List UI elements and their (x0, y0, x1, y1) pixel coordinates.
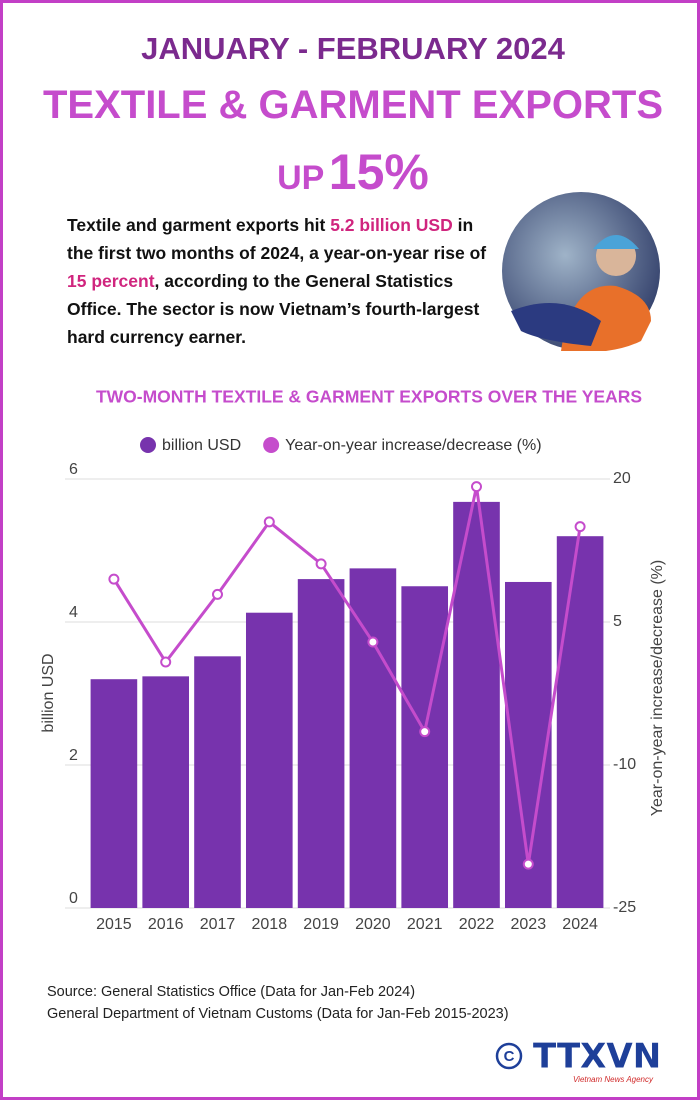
line-point (419, 726, 431, 738)
worker-cap (593, 235, 639, 249)
bar (245, 612, 293, 908)
bar (194, 656, 241, 908)
copyright-symbol: C (504, 1048, 515, 1065)
logo-subtitle: Vietnam News Agency (573, 1075, 654, 1084)
line-point (108, 573, 120, 585)
growth-label: UP (277, 159, 325, 197)
y-tick-label: 0 (69, 890, 78, 907)
legend-marker (263, 437, 280, 453)
line-point (367, 636, 379, 648)
chart: TWO-MONTH TEXTILE & GARMENT EXPORTS OVER… (40, 387, 666, 934)
line-point (160, 656, 172, 668)
bar (453, 501, 500, 908)
legend-marker (140, 437, 156, 453)
copyright-icon (495, 1042, 523, 1070)
y-tick-label: 2 (69, 747, 78, 764)
line-point (315, 558, 327, 570)
y2-tick-label: 20 (613, 470, 631, 487)
intro-highlight: 15 percent (67, 271, 155, 291)
y2-tick-label: -25 (613, 899, 636, 916)
x-tick-label: 2018 (252, 916, 288, 933)
photo (502, 192, 660, 351)
legend-label: billion USD (162, 437, 241, 454)
chart-title: TWO-MONTH TEXTILE & GARMENT EXPORTS OVER… (96, 387, 642, 407)
growth-value: 15% (328, 144, 429, 200)
bar (401, 586, 449, 908)
x-tick-label: 2023 (511, 916, 547, 933)
line-point (522, 858, 534, 870)
headline: TEXTILE & GARMENT EXPORTS (42, 83, 664, 127)
line (112, 486, 582, 865)
line-point (263, 516, 275, 528)
bar (556, 536, 604, 908)
intro: Textile and garment exports hit 5.2 bill… (67, 211, 487, 351)
legend-label: Year-on-year increase/decrease (%) (285, 437, 541, 454)
source-line: General Department of Vietnam Customs (D… (47, 1006, 509, 1022)
growth: UP 15% (3, 143, 697, 201)
logo: C TTXVN Vietnam News Agency (495, 1038, 661, 1084)
intro-text: Textile and garment exports hit (67, 215, 331, 235)
bar (349, 568, 397, 908)
intro-highlight: 5.2 billion USD (330, 215, 453, 235)
y-tick-label: 4 (69, 604, 78, 621)
x-tick-label: 2015 (96, 916, 132, 933)
period: JANUARY - FEBRUARY 2024 (141, 31, 565, 66)
x-tick-label: 2020 (355, 916, 391, 933)
bar (142, 676, 190, 908)
line-point (212, 588, 223, 600)
y2-tick-label: -10 (613, 756, 636, 773)
fabric (511, 303, 601, 346)
y2-axis-title: Year-on-year increase/decrease (%) (649, 560, 666, 816)
x-tick-label: 2016 (148, 916, 184, 933)
x-tick-label: 2024 (562, 916, 598, 933)
x-tick-label: 2021 (407, 916, 443, 933)
x-tick-label: 2019 (303, 916, 339, 933)
y-tick-label: 6 (69, 461, 78, 478)
logo-text: TTXVN (533, 1038, 661, 1077)
line-point (471, 481, 482, 493)
y-axis-title: billion USD (40, 653, 57, 732)
source: Source: General Statistics Office (Data … (47, 981, 509, 1025)
bar (90, 679, 138, 908)
x-tick-label: 2022 (459, 916, 495, 933)
x-tick-label: 2017 (200, 916, 236, 933)
source-line: Source: General Statistics Office (Data … (47, 984, 416, 1000)
line-point (574, 521, 586, 533)
bar (297, 579, 345, 908)
intro-text: , according to the General Statistics Of… (67, 271, 480, 347)
y2-tick-label: 5 (613, 613, 622, 630)
intro-text: in the first two months of 2024, a year-… (67, 215, 487, 263)
